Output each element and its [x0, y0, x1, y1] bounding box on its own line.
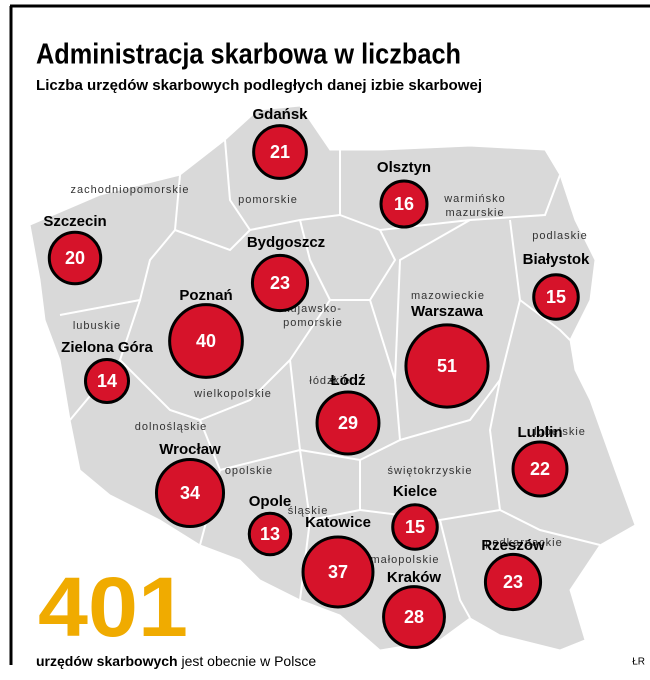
city-value: 51	[437, 356, 457, 376]
city-value: 22	[530, 459, 550, 479]
city-value: 21	[270, 142, 290, 162]
city-value: 23	[503, 572, 523, 592]
region-label: świętokrzyskie	[388, 465, 473, 477]
city-name: Katowice	[305, 514, 371, 531]
city-name: Łódź	[331, 372, 366, 389]
region-label: pomorskie	[283, 317, 343, 329]
city-value: 29	[338, 413, 358, 433]
caption-bold: urzędów skarbowych	[36, 653, 178, 669]
region-label: warmińsko	[443, 193, 506, 205]
region-label: podkarpackie	[485, 537, 562, 549]
city-name: Kielce	[393, 483, 437, 500]
region-label: śląskie	[288, 505, 329, 517]
region-label: mazurskie	[445, 207, 504, 219]
city-bubble	[511, 440, 569, 498]
city-value: 34	[180, 483, 200, 503]
city-name: Białystok	[523, 251, 590, 268]
total-number: 401	[38, 560, 188, 654]
city-value: 15	[546, 287, 566, 307]
city-bubble	[47, 230, 103, 286]
city-name: Kraków	[387, 569, 442, 586]
city-bubble	[247, 511, 293, 557]
title: Administracja skarbowa w liczbach	[36, 39, 461, 71]
city-name: Lublin	[518, 424, 563, 441]
region-label: wielkopolskie	[193, 388, 272, 400]
city-value: 16	[394, 194, 414, 214]
city-name: Opole	[249, 493, 292, 510]
city-value: 14	[97, 371, 117, 391]
region-label: lubelskie	[534, 426, 586, 438]
city-bubble	[315, 390, 381, 456]
city-name: Warszawa	[411, 303, 484, 320]
city-name: Szczecin	[43, 213, 106, 230]
subtitle: Liczba urzędów skarbowych podległych dan…	[36, 77, 482, 94]
city-name: Zielona Góra	[61, 339, 153, 356]
city-bubble	[250, 253, 310, 313]
city-name: Bydgoszcz	[247, 234, 325, 251]
region-label: mazowieckie	[411, 290, 485, 302]
city-value: 23	[270, 273, 290, 293]
region-label: opolskie	[225, 465, 273, 477]
city-name: Gdańsk	[252, 106, 308, 123]
city-bubble	[379, 179, 429, 229]
city-bubble	[404, 323, 490, 409]
city-value: 13	[260, 524, 280, 544]
city-bubble	[382, 585, 446, 649]
city-name: Poznań	[179, 287, 232, 304]
city-bubble	[252, 124, 308, 180]
total-caption: urzędów skarbowych jest obecnie w Polsce	[36, 653, 316, 669]
city-bubble	[83, 357, 131, 405]
region-label: lubuskie	[73, 320, 121, 332]
city-bubble	[154, 457, 226, 529]
city-value: 40	[196, 331, 216, 351]
region-label: dolnośląskie	[135, 421, 208, 433]
region-label: podlaskie	[532, 230, 587, 242]
city-value: 15	[405, 517, 425, 537]
city-value: 37	[328, 562, 348, 582]
region-label: kujawsko-	[284, 303, 342, 315]
city-name: Wrocław	[159, 441, 221, 458]
region-label: zachodniopomorskie	[71, 184, 190, 196]
region-label: pomorskie	[238, 194, 298, 206]
region-label: małopolskie	[370, 554, 439, 566]
city-bubble	[483, 552, 543, 612]
credit: ŁR	[632, 657, 645, 668]
city-value: 20	[65, 248, 85, 268]
city-bubble	[301, 535, 375, 609]
city-value: 28	[404, 607, 424, 627]
caption-rest: jest obecnie w Polsce	[178, 653, 317, 669]
city-bubble	[168, 303, 244, 379]
city-bubble	[532, 273, 580, 321]
city-name: Rzeszów	[481, 537, 545, 554]
city-name: Olsztyn	[377, 159, 431, 176]
city-bubble	[391, 503, 439, 551]
region-label: łódzkie	[309, 375, 350, 387]
